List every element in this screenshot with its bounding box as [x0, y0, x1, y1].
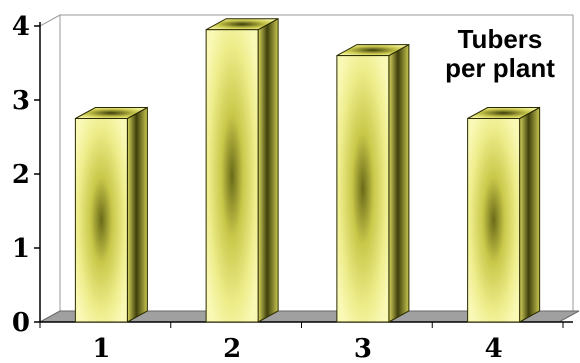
bar-4 — [467, 106, 541, 323]
y-tick-label: 3 — [12, 86, 30, 116]
bar-side-face — [126, 106, 148, 323]
bar-front-face — [205, 29, 259, 323]
y-tick-label: 1 — [12, 234, 30, 264]
bar-2 — [205, 17, 279, 323]
x-tick-label: 1 — [92, 334, 110, 363]
bars — [74, 17, 541, 323]
x-tick-label: 2 — [223, 334, 241, 363]
bar-3 — [336, 43, 410, 323]
bar-side-face — [388, 43, 410, 323]
bar-front-face — [467, 118, 521, 323]
chart-title-line-1: Tubers — [458, 24, 543, 54]
y-tick-label: 4 — [12, 12, 30, 42]
left-wall — [39, 14, 61, 323]
bar-side-face — [257, 17, 279, 323]
bar-side-face — [519, 106, 541, 323]
bar-front-face — [336, 55, 390, 323]
x-tick-label: 4 — [485, 334, 503, 363]
y-tick-label: 0 — [12, 308, 30, 338]
bar-1 — [74, 106, 148, 323]
x-axis-labels: 1 2 3 4 — [39, 322, 564, 363]
chart-title-line-2: per plant — [445, 53, 555, 83]
x-tick-label: 3 — [354, 334, 372, 363]
bar-front-face — [74, 118, 128, 323]
y-tick-label: 2 — [12, 160, 30, 190]
y-axis-ticks: 0 1 2 3 4 — [12, 12, 40, 338]
